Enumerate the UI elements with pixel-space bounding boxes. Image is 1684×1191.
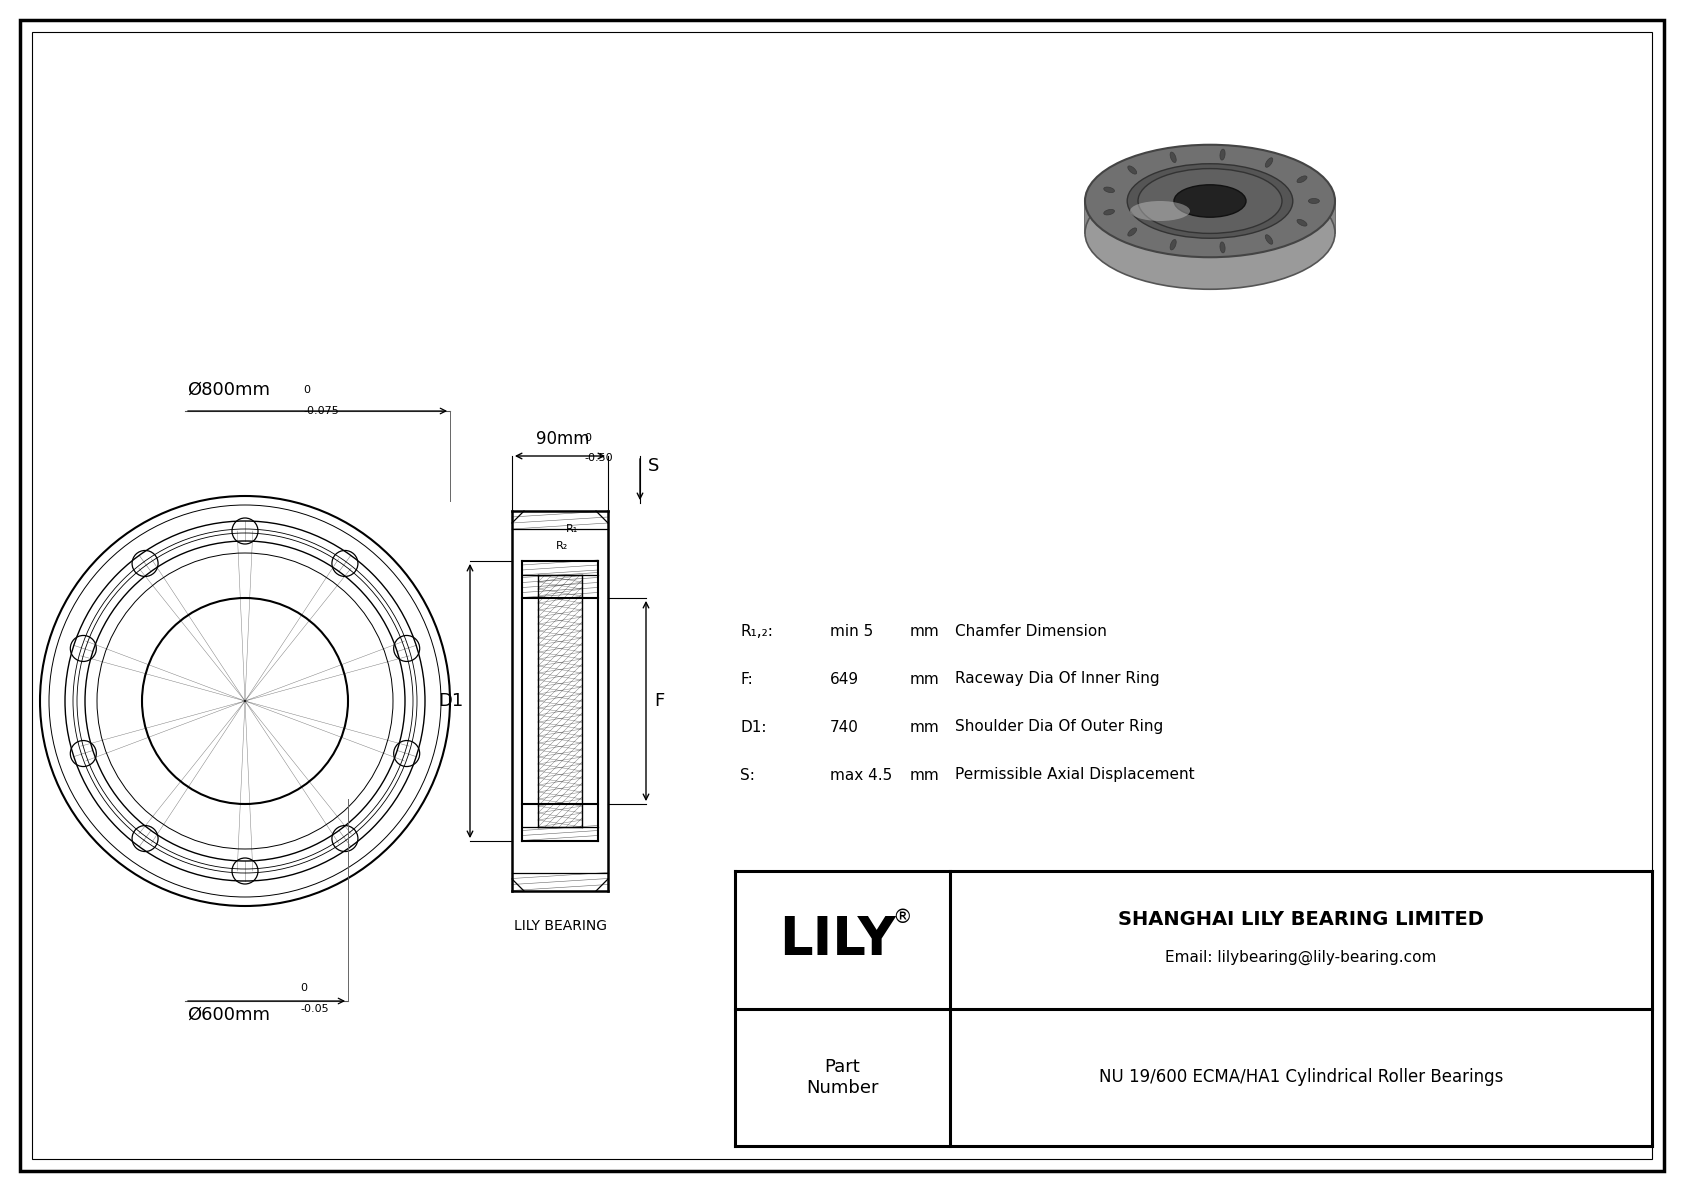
Text: 90mm: 90mm bbox=[536, 430, 589, 448]
Text: max 4.5: max 4.5 bbox=[830, 767, 893, 782]
Ellipse shape bbox=[1174, 185, 1246, 217]
Ellipse shape bbox=[1103, 210, 1115, 214]
Text: Raceway Dia Of Inner Ring: Raceway Dia Of Inner Ring bbox=[955, 672, 1160, 686]
Text: 740: 740 bbox=[830, 719, 859, 735]
Text: Email: lilybearing@lily-bearing.com: Email: lilybearing@lily-bearing.com bbox=[1165, 950, 1436, 966]
Text: Ø600mm: Ø600mm bbox=[187, 1006, 269, 1024]
Text: -0.50: -0.50 bbox=[584, 453, 613, 463]
Text: 0: 0 bbox=[584, 434, 591, 443]
Text: R₁,₂:: R₁,₂: bbox=[739, 624, 773, 638]
Ellipse shape bbox=[1297, 219, 1307, 226]
Ellipse shape bbox=[1128, 227, 1137, 236]
Text: mm: mm bbox=[909, 719, 940, 735]
Text: Ø800mm: Ø800mm bbox=[187, 381, 269, 399]
Ellipse shape bbox=[1308, 199, 1319, 204]
Text: LILY BEARING: LILY BEARING bbox=[514, 919, 606, 933]
Ellipse shape bbox=[1170, 152, 1175, 162]
Text: R₁: R₁ bbox=[566, 524, 578, 534]
Text: S:: S: bbox=[739, 767, 754, 782]
Text: 0: 0 bbox=[300, 983, 306, 993]
Text: D1: D1 bbox=[440, 692, 465, 710]
Text: NU 19/600 ECMA/HA1 Cylindrical Roller Bearings: NU 19/600 ECMA/HA1 Cylindrical Roller Be… bbox=[1100, 1068, 1504, 1086]
Text: R₂: R₂ bbox=[556, 541, 568, 551]
Text: ®: ® bbox=[893, 909, 913, 928]
Text: Part
Number: Part Number bbox=[807, 1058, 879, 1097]
Polygon shape bbox=[1084, 201, 1335, 233]
Text: Permissible Axial Displacement: Permissible Axial Displacement bbox=[955, 767, 1194, 782]
Ellipse shape bbox=[1265, 235, 1273, 244]
Text: Shoulder Dia Of Outer Ring: Shoulder Dia Of Outer Ring bbox=[955, 719, 1164, 735]
Text: F: F bbox=[653, 692, 663, 710]
Ellipse shape bbox=[1127, 163, 1293, 238]
Text: mm: mm bbox=[909, 624, 940, 638]
Text: LILY: LILY bbox=[780, 913, 896, 966]
Ellipse shape bbox=[1265, 157, 1273, 167]
Ellipse shape bbox=[1138, 169, 1282, 233]
Text: 0: 0 bbox=[303, 385, 310, 395]
Text: 649: 649 bbox=[830, 672, 859, 686]
Text: S: S bbox=[648, 457, 660, 475]
Text: SHANGHAI LILY BEARING LIMITED: SHANGHAI LILY BEARING LIMITED bbox=[1118, 910, 1484, 929]
Text: -0.075: -0.075 bbox=[303, 406, 338, 416]
Text: -0.05: -0.05 bbox=[300, 1004, 328, 1014]
Text: Chamfer Dimension: Chamfer Dimension bbox=[955, 624, 1106, 638]
Ellipse shape bbox=[1130, 201, 1191, 222]
Ellipse shape bbox=[1219, 149, 1224, 160]
Text: mm: mm bbox=[909, 672, 940, 686]
Ellipse shape bbox=[1084, 176, 1335, 289]
Text: min 5: min 5 bbox=[830, 624, 874, 638]
Ellipse shape bbox=[1170, 239, 1175, 250]
Ellipse shape bbox=[1084, 145, 1335, 257]
Ellipse shape bbox=[1219, 242, 1224, 252]
Text: F:: F: bbox=[739, 672, 753, 686]
Ellipse shape bbox=[1297, 176, 1307, 182]
Text: mm: mm bbox=[909, 767, 940, 782]
Ellipse shape bbox=[1128, 166, 1137, 174]
Text: D1:: D1: bbox=[739, 719, 766, 735]
Ellipse shape bbox=[1103, 187, 1115, 193]
